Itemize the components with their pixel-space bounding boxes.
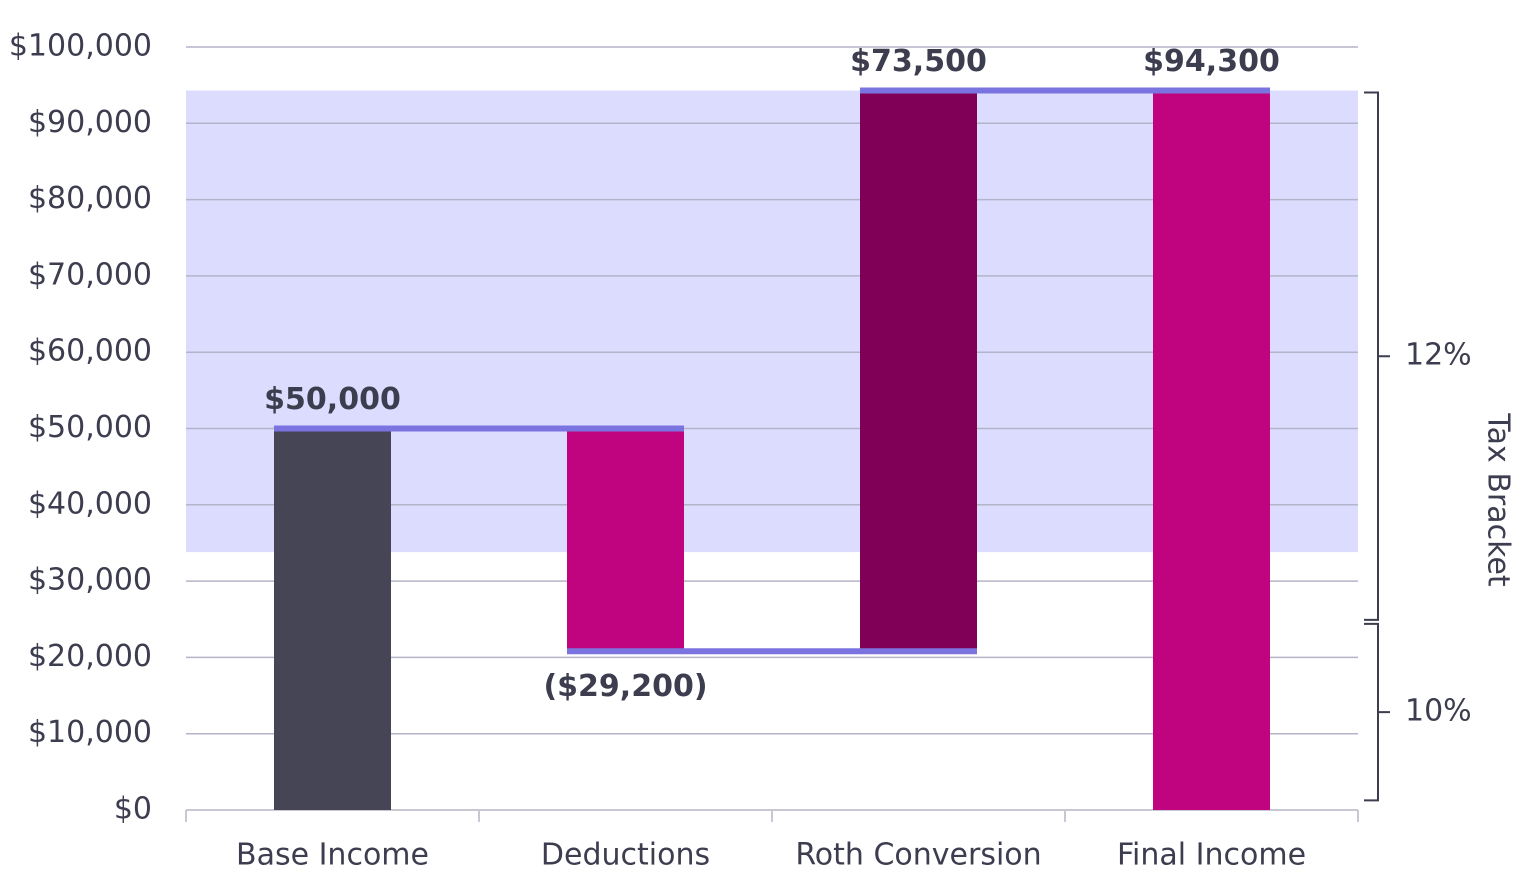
bracket [1364, 91, 1390, 621]
bar [860, 90, 977, 652]
y-tick-label: $10,000 [28, 715, 152, 750]
value-label: $50,000 [264, 382, 401, 417]
y2-axis-title: Tax Bracket [1481, 412, 1516, 587]
y-tick-label: $20,000 [28, 639, 152, 674]
y-tick-label: $100,000 [9, 29, 152, 64]
x-tick-label: Deductions [541, 838, 710, 873]
y-tick-label: $60,000 [28, 334, 152, 369]
bar [1153, 90, 1270, 811]
bracket-label: 12% [1405, 338, 1472, 373]
value-label: $94,300 [1143, 44, 1280, 79]
y-tick-label: $80,000 [28, 181, 152, 216]
y-tick-label: $90,000 [28, 105, 152, 140]
bracket-label: 10% [1405, 694, 1472, 729]
bar [567, 428, 684, 652]
y-tick-label: $70,000 [28, 257, 152, 292]
x-tick-label: Roth Conversion [795, 838, 1041, 873]
y-tick-label: $40,000 [28, 486, 152, 521]
y-tick-label: $30,000 [28, 563, 152, 598]
value-label: $73,500 [850, 44, 987, 79]
y-tick-label: $0 [114, 792, 152, 827]
bracket [1364, 622, 1390, 802]
bar [274, 428, 391, 810]
x-tick-label: Base Income [236, 838, 429, 873]
y-tick-label: $50,000 [28, 410, 152, 445]
x-tick-label: Final Income [1117, 838, 1306, 873]
value-label: ($29,200) [543, 669, 707, 704]
